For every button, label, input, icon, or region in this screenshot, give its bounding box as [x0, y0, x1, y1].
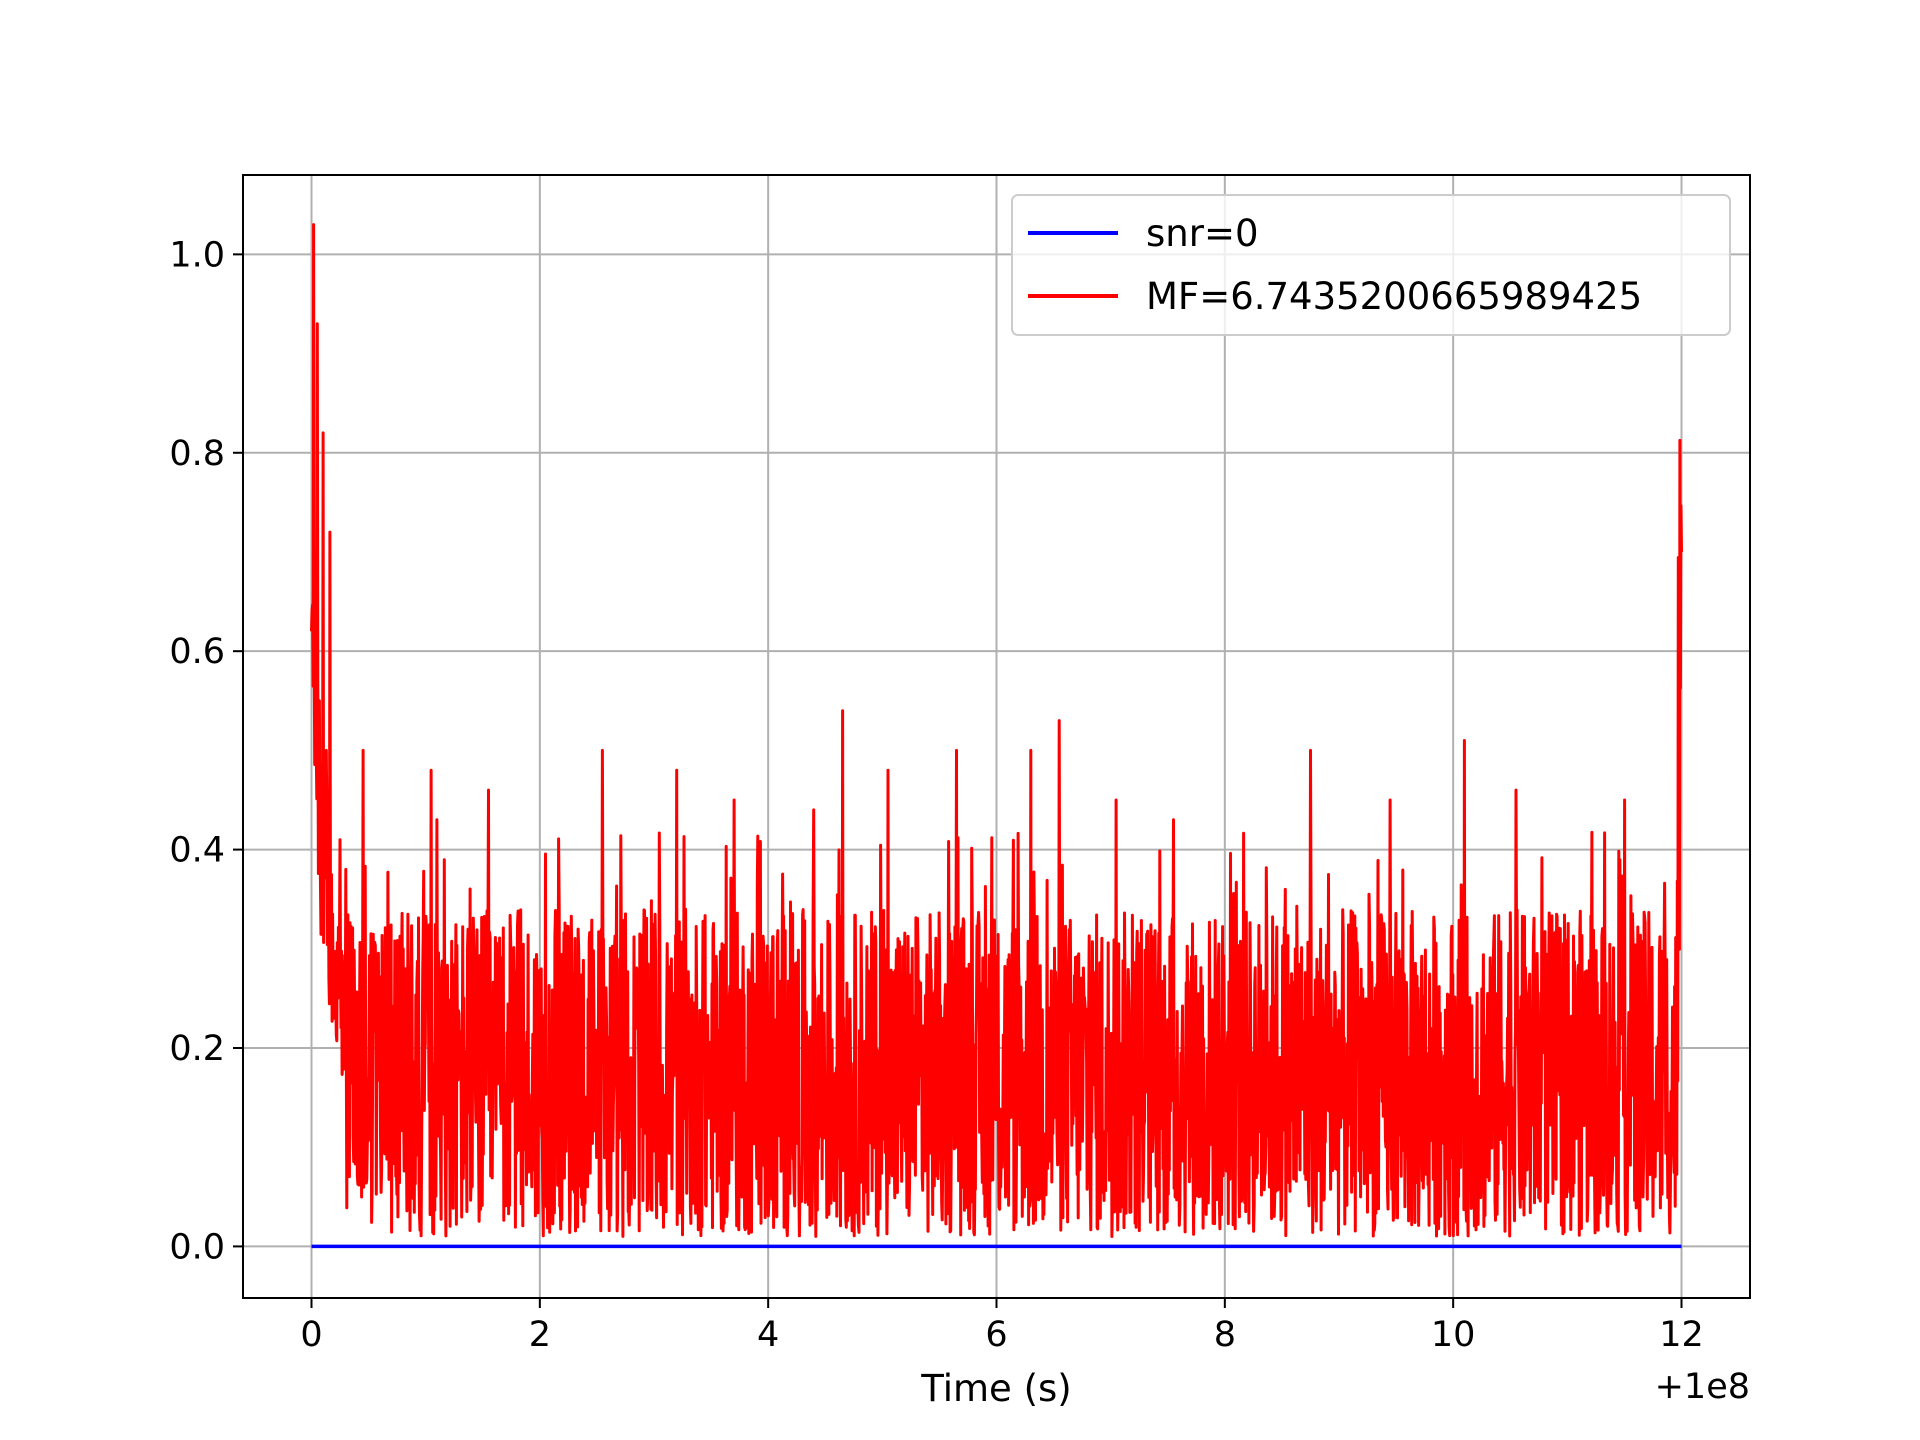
y-tick-label: 0.8	[169, 434, 225, 474]
y-tick-label: 0.4	[169, 831, 225, 871]
x-axis-label: Time (s)	[920, 1367, 1071, 1410]
x-tick-label: 0	[300, 1315, 322, 1355]
series-line-mf	[310, 223, 1683, 1238]
legend-box	[1011, 194, 1731, 336]
series-layer	[310, 223, 1683, 1249]
legend: snr=0 MF=6.7435200665989425	[1011, 194, 1731, 336]
y-tick-label: 0.6	[169, 632, 225, 672]
x-tick-label: 2	[529, 1315, 551, 1355]
legend-label: MF=6.7435200665989425	[1146, 275, 1642, 318]
x-tick-label: 4	[757, 1315, 779, 1355]
x-tick-label: 6	[985, 1315, 1007, 1355]
y-tick-label: 0.0	[169, 1227, 225, 1267]
x-tick-label: 8	[1214, 1315, 1236, 1355]
x-axis-offset-label: +1e8	[1655, 1367, 1750, 1407]
x-tick-label: 12	[1659, 1315, 1704, 1355]
y-tick-label: 1.0	[169, 235, 225, 275]
legend-label: snr=0	[1146, 212, 1258, 255]
y-tick-label: 0.2	[169, 1029, 225, 1069]
x-tick-label: 10	[1431, 1315, 1476, 1355]
ticks: 0 2 4 6 8 10 12 0.0 0.2 0.4 0.6 0.8 1.0	[169, 235, 1703, 1355]
